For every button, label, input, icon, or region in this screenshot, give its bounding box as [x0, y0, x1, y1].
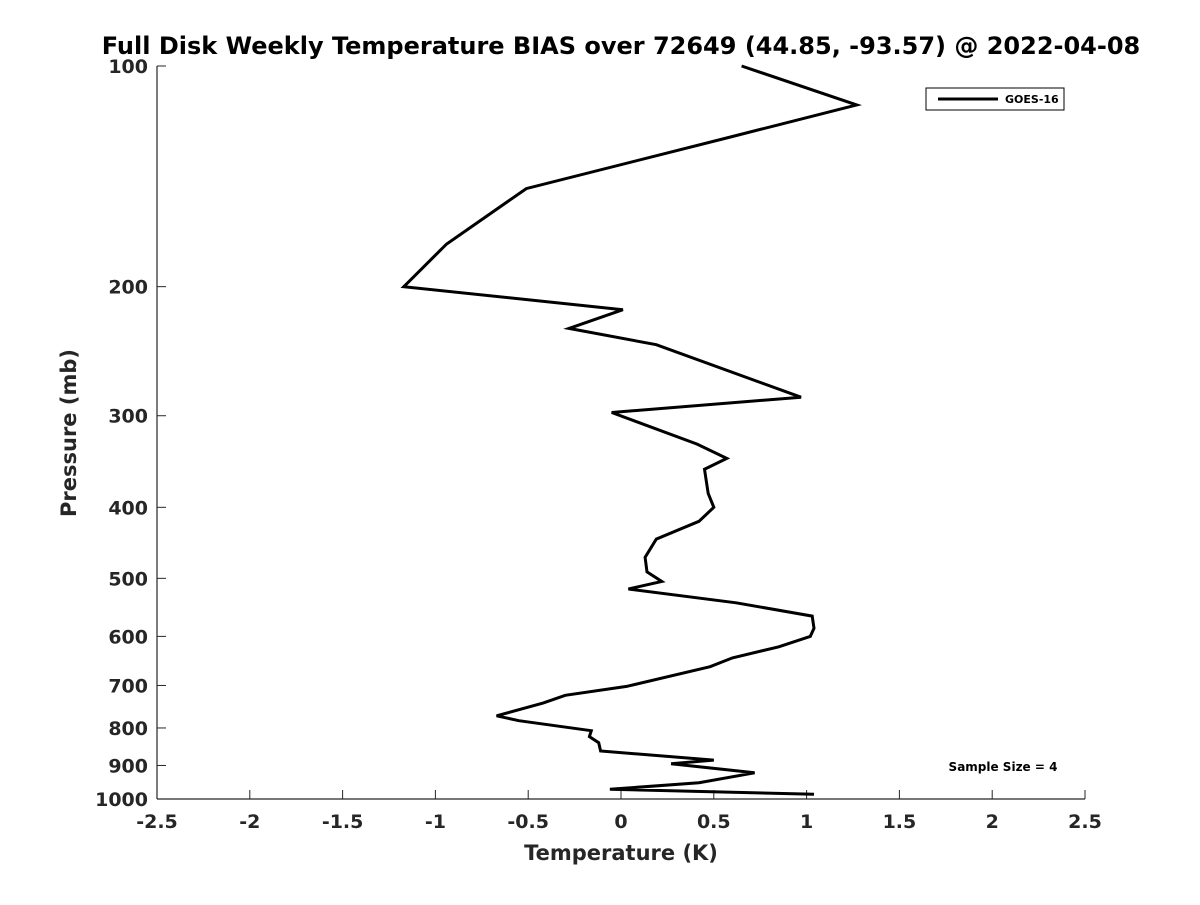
y-tick-label: 400 — [108, 497, 148, 519]
x-tick-label: -1 — [425, 811, 446, 833]
x-tick-label: 0.5 — [697, 811, 731, 833]
x-tick-label: -2 — [239, 811, 260, 833]
x-tick-label: -2.5 — [136, 811, 178, 833]
y-tick-label: 700 — [108, 675, 148, 697]
y-tick-label: 800 — [108, 718, 148, 740]
legend: GOES-16 — [925, 87, 1065, 111]
x-tick-label: 2.5 — [1068, 811, 1102, 833]
chart-title: Full Disk Weekly Temperature BIAS over 7… — [102, 32, 1141, 60]
y-tick-label: 300 — [108, 406, 148, 428]
series-line-goes-16 — [400, 64, 862, 796]
y-tick-label: 1000 — [95, 789, 148, 811]
x-tick-label: -1.5 — [322, 811, 364, 833]
x-axis-label: Temperature (K) — [524, 841, 718, 865]
y-axis-label: Pressure (mb) — [57, 349, 81, 517]
y-tick-label: 500 — [108, 568, 148, 590]
y-tick-label: 100 — [108, 56, 148, 78]
x-tick-label: 1 — [800, 811, 813, 833]
x-tick-label: -0.5 — [507, 811, 549, 833]
y-tick-label: 900 — [108, 755, 148, 777]
y-tick-label: 200 — [108, 277, 148, 299]
x-tick-label: 2 — [986, 811, 999, 833]
legend-entry-goes-16: GOES-16 — [1005, 93, 1059, 106]
x-tick-label: 0 — [614, 811, 627, 833]
y-tick-label: 600 — [108, 626, 148, 648]
sample-size-annotation: Sample Size = 4 — [949, 760, 1058, 774]
x-tick-label: 1.5 — [883, 811, 917, 833]
